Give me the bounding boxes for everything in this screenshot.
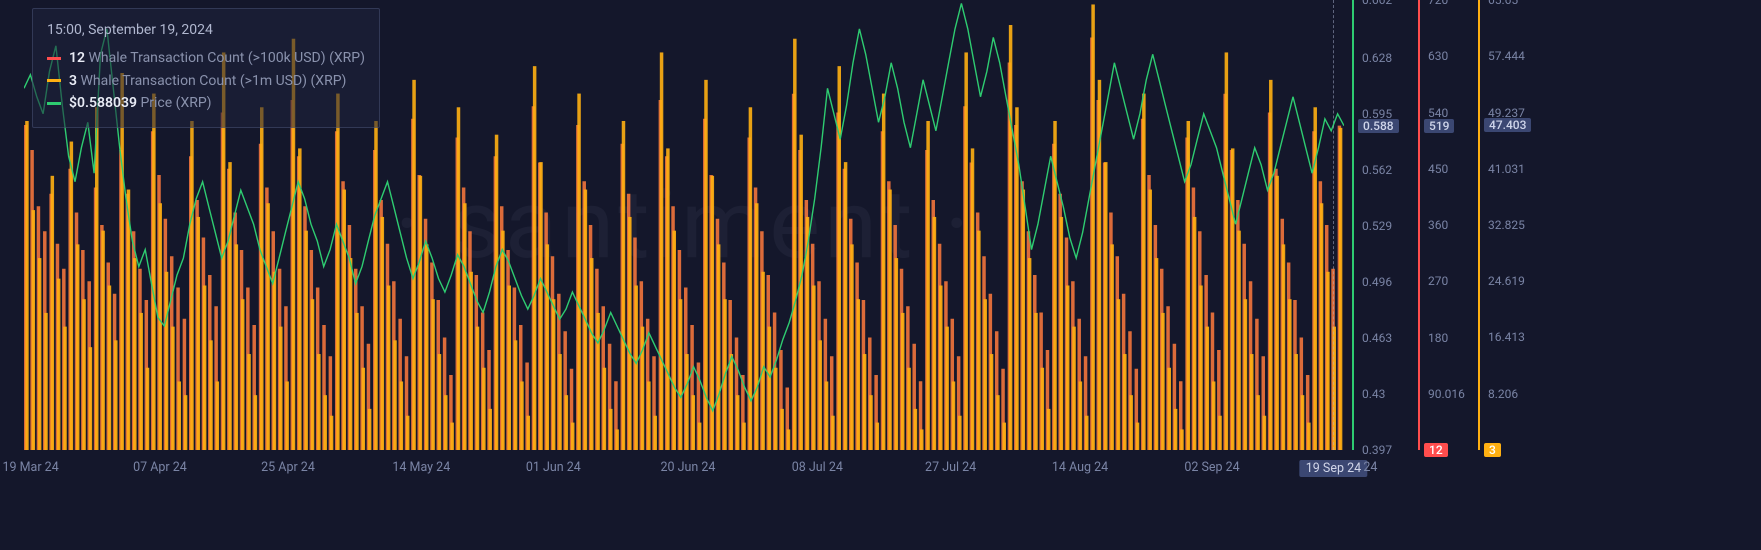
tooltip-val-1: 3	[69, 73, 77, 89]
y-tick: 0.628	[1362, 51, 1392, 65]
chart-tooltip: 15:00, September 19, 2024 12 Whale Trans…	[32, 8, 380, 128]
y-tick: 32.825	[1488, 218, 1525, 232]
x-tick: 08 Jul 24	[792, 460, 843, 475]
cursor-line	[1333, 0, 1334, 450]
y-tick: 0.463	[1362, 331, 1392, 345]
y-axis-whale1m: 65.6557.44449.23741.03132.82524.61916.41…	[1478, 0, 1548, 450]
y-tick: 65.65	[1488, 0, 1518, 7]
y-tick: 720	[1428, 0, 1448, 7]
y-tick: 57.444	[1488, 49, 1525, 63]
y-current-badge: 0.588	[1358, 119, 1399, 133]
tooltip-val-2: $0.588039	[69, 95, 137, 111]
y-tick: 90.016	[1428, 387, 1465, 401]
x-tick: 24	[1363, 460, 1377, 475]
x-tick: 19 Sep 24	[1300, 460, 1367, 477]
swatch-price	[47, 102, 61, 105]
x-axis: 19 Mar 2407 Apr 2425 Apr 2414 May 2401 J…	[24, 460, 1344, 490]
tooltip-label-0: Whale Transaction Count (>100k USD) (XRP…	[88, 50, 365, 66]
y-tick: 16.413	[1488, 330, 1525, 344]
x-tick: 25 Apr 24	[261, 460, 315, 475]
x-tick: 20 Jun 24	[660, 460, 715, 475]
tooltip-row-whale1m: 3 Whale Transaction Count (>1m USD) (XRP…	[47, 70, 365, 92]
tooltip-row-whale100k: 12 Whale Transaction Count (>100k USD) (…	[47, 47, 365, 69]
y-tick: 0.662	[1362, 0, 1392, 7]
tooltip-label-2: Price (XRP)	[140, 95, 211, 111]
x-tick: 14 Aug 24	[1052, 460, 1108, 475]
y-tick: 360	[1428, 218, 1448, 232]
y-tick: 24.619	[1488, 274, 1525, 288]
x-tick: 14 May 24	[392, 460, 450, 475]
y-tick: 270	[1428, 274, 1448, 288]
y-axes: 0.6620.6280.5950.5620.5290.4960.4630.430…	[1352, 0, 1548, 450]
y-axis-whale100k: 72063054045036027018090.016051912	[1418, 0, 1478, 450]
y-tick: 0.496	[1362, 275, 1392, 289]
swatch-whale1m	[47, 79, 61, 82]
swatch-whale100k	[47, 57, 61, 60]
y-value-badge: 12	[1424, 443, 1448, 457]
tooltip-val-0: 12	[69, 50, 85, 66]
y-axis-price: 0.6620.6280.5950.5620.5290.4960.4630.430…	[1352, 0, 1418, 450]
y-tick: 450	[1428, 162, 1448, 176]
y-tick: 0.529	[1362, 219, 1392, 233]
y-tick: 8.206	[1488, 387, 1518, 401]
y-tick: 0.562	[1362, 163, 1392, 177]
y-tick: 180	[1428, 331, 1448, 345]
chart-plot-area[interactable]: · santiment · 15:00, September 19, 2024 …	[24, 0, 1344, 450]
tooltip-label-1: Whale Transaction Count (>1m USD) (XRP)	[80, 73, 346, 89]
x-tick: 02 Sep 24	[1184, 460, 1239, 475]
x-tick: 01 Jun 24	[526, 460, 581, 475]
y-tick: 41.031	[1488, 162, 1525, 176]
y-tick: 0.43	[1362, 387, 1385, 401]
x-tick: 27 Jul 24	[925, 460, 976, 475]
y-tick: 540	[1428, 106, 1448, 120]
y-tick: 630	[1428, 49, 1448, 63]
y-tick: 0.397	[1362, 443, 1392, 457]
y-current-badge: 47.403	[1484, 118, 1531, 132]
x-tick: 07 Apr 24	[133, 460, 187, 475]
tooltip-timestamp: 15:00, September 19, 2024	[47, 19, 365, 41]
y-value-badge: 3	[1484, 443, 1501, 457]
y-current-badge: 519	[1424, 119, 1454, 133]
x-tick: 19 Mar 24	[2, 460, 58, 475]
tooltip-row-price: $0.588039 Price (XRP)	[47, 92, 365, 114]
